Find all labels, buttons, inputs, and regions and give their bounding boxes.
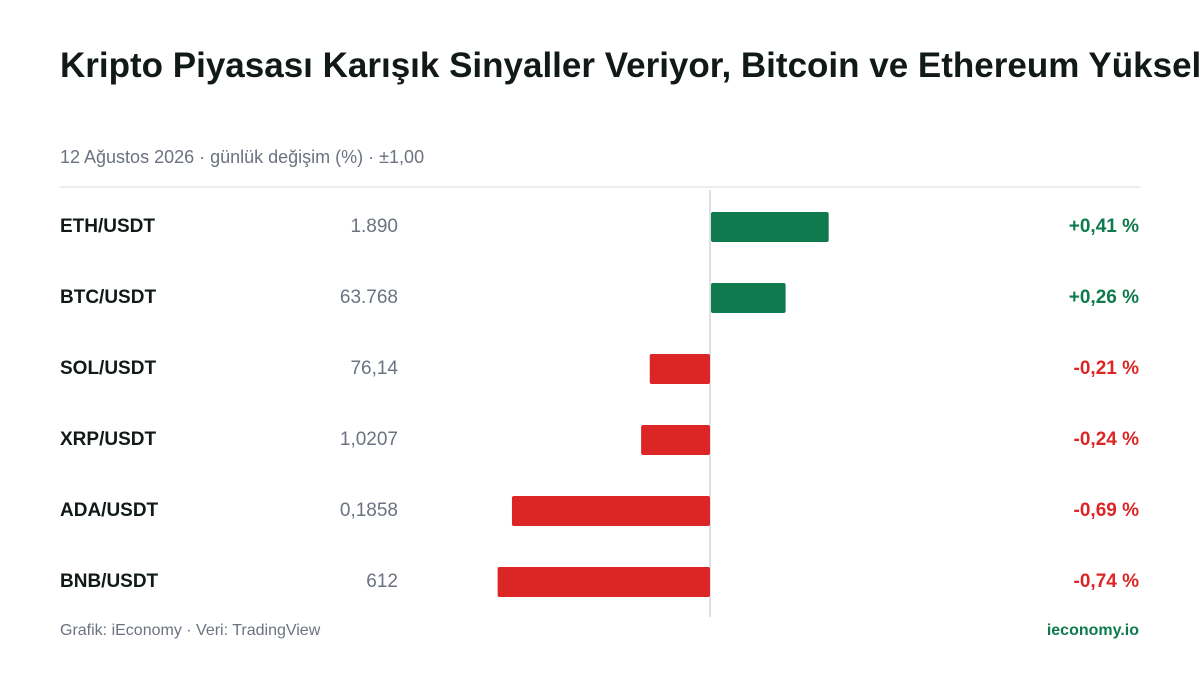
bar: [497, 567, 710, 597]
price: 0,1858: [340, 500, 398, 521]
value-label: -0,24 %: [1074, 429, 1140, 450]
price: 1.890: [350, 216, 398, 237]
pair-label: SOL/USDT: [60, 358, 156, 379]
pair-label: ETH/USDT: [60, 216, 155, 237]
chart-subtitle: 12 Ağustos 2026 · günlük değişim (%) · ±…: [60, 147, 424, 167]
brand: ieconomy.io: [1047, 622, 1139, 639]
value-label: +0,26 %: [1069, 287, 1139, 308]
value-label: -0,21 %: [1074, 358, 1140, 379]
bar: [641, 425, 710, 455]
value-label: -0,74 %: [1074, 571, 1140, 592]
pair-label: XRP/USDT: [60, 429, 156, 450]
pair-label: BTC/USDT: [60, 287, 156, 308]
value-label: +0,41 %: [1069, 216, 1139, 237]
price: 63.768: [340, 287, 398, 308]
price: 1,0207: [340, 429, 398, 450]
source-note: Grafik: iEconomy · Veri: TradingView: [60, 622, 321, 639]
bar: [711, 283, 786, 313]
pair-label: ADA/USDT: [60, 500, 159, 521]
chart-title: Kripto Piyasası Karışık Sinyaller Veriyo…: [60, 46, 1200, 85]
bar: [711, 212, 829, 242]
bar: [511, 496, 710, 526]
price: 612: [366, 571, 398, 592]
bar: [649, 354, 710, 384]
value-label: -0,69 %: [1074, 500, 1140, 521]
pair-label: BNB/USDT: [60, 571, 159, 592]
price: 76,14: [350, 358, 398, 379]
